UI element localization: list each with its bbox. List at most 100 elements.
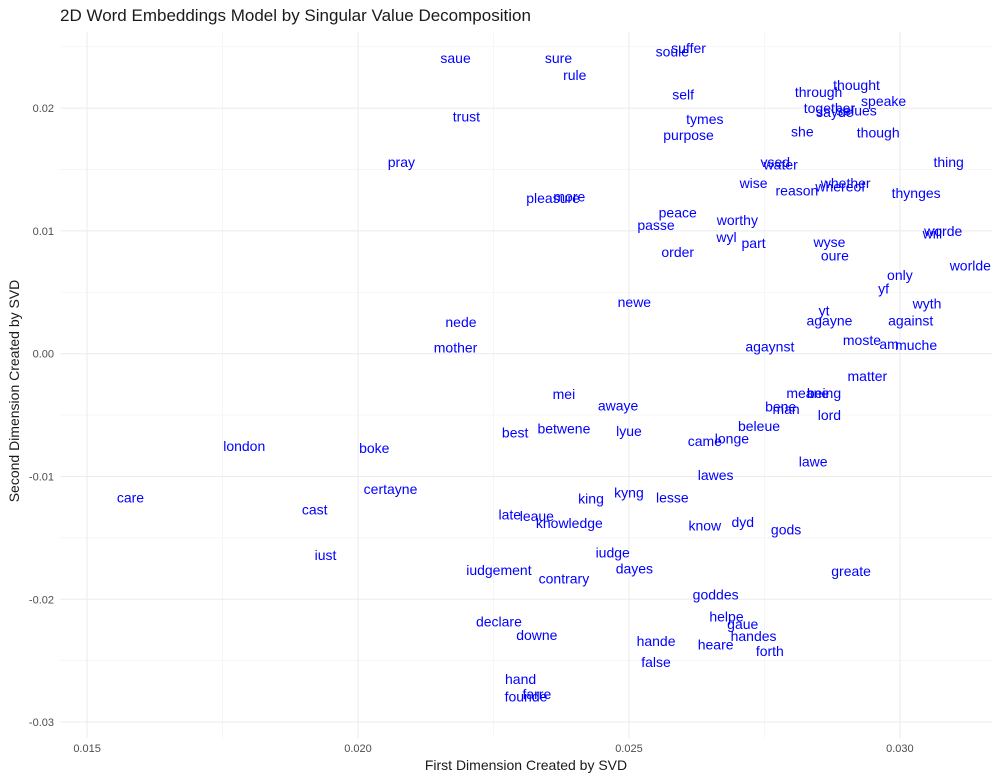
word-label: betwene: [537, 421, 590, 437]
word-label: together: [804, 100, 856, 116]
word-label: meane: [786, 385, 829, 401]
x-axis-title: First Dimension Created by SVD: [425, 757, 627, 773]
y-tick-label: 0.01: [33, 226, 54, 238]
word-label: goddes: [693, 586, 739, 602]
word-label: boke: [359, 440, 390, 456]
word-label: moste: [843, 332, 881, 348]
word-label: nede: [445, 314, 476, 330]
word-label: only: [887, 267, 913, 283]
word-label: whether: [820, 175, 871, 191]
word-label: greate: [831, 563, 871, 579]
word-label: lord: [818, 407, 841, 423]
word-label: yt: [819, 303, 830, 319]
word-label: self: [672, 87, 694, 103]
word-label: man: [772, 401, 799, 417]
y-axis-ticks: -0.03 -0.02 -0.01 0.00 0.01 0.02: [29, 103, 54, 729]
word-label: soule: [656, 44, 690, 60]
word-label: leaue: [520, 508, 554, 524]
y-tick-label: -0.03: [29, 717, 54, 729]
word-label: being: [807, 385, 841, 401]
word-label: sure: [545, 50, 572, 66]
word-label: founde: [505, 688, 548, 704]
word-label: wyth: [912, 295, 942, 311]
word-label: sayde: [816, 104, 854, 120]
word-label: false: [641, 654, 671, 670]
word-label: newe: [618, 294, 652, 310]
word-label: cast: [302, 502, 328, 518]
word-label: hande: [637, 633, 676, 649]
word-label: lawes: [698, 467, 734, 483]
word-label: longe: [715, 430, 749, 446]
word-label: kyng: [614, 484, 644, 500]
word-label: knowledge: [536, 515, 603, 531]
word-label: downe: [516, 627, 557, 643]
word-label: whereof: [814, 179, 865, 195]
word-label: iust: [315, 547, 337, 563]
y-tick-label: 0.00: [33, 349, 54, 361]
word-label: oure: [821, 247, 849, 263]
word-label: awaye: [598, 397, 639, 413]
word-label: selues: [836, 103, 876, 119]
word-label: matter: [848, 368, 888, 384]
word-label: hand: [505, 671, 536, 687]
word-label: best: [502, 424, 529, 440]
word-label: saue: [440, 50, 471, 66]
word-label: late: [498, 507, 521, 523]
word-label: vsed: [760, 154, 790, 170]
y-tick-label: 0.02: [33, 103, 54, 115]
word-label: farre: [522, 686, 551, 702]
word-label: gods: [771, 521, 801, 537]
word-label: peace: [659, 204, 697, 220]
word-label: thought: [833, 77, 880, 93]
word-label: against: [888, 313, 933, 329]
word-label: trust: [453, 109, 480, 125]
word-label: speake: [861, 93, 906, 109]
word-label: came: [688, 433, 722, 449]
word-label: agaynst: [745, 338, 794, 354]
chart-title: 2D Word Embeddings Model by Singular Val…: [60, 6, 531, 25]
word-label: order: [661, 244, 694, 260]
word-label: through: [795, 84, 842, 100]
word-label: know: [688, 518, 722, 534]
word-label: wise: [739, 175, 768, 191]
word-label: worde: [923, 223, 962, 239]
word-label: lesse: [656, 489, 689, 505]
word-label: muche: [895, 337, 937, 353]
x-axis-ticks: 0.015 0.020 0.025 0.030: [73, 743, 913, 755]
word-label: bene: [765, 398, 796, 414]
word-label: lyue: [616, 423, 642, 439]
word-label: pray: [388, 154, 415, 170]
word-label: helpe: [709, 608, 743, 624]
word-label: will: [922, 225, 942, 241]
word-label: london: [223, 438, 265, 454]
word-label: suffer: [671, 40, 706, 56]
word-label: contrary: [539, 570, 590, 586]
word-label: iudgement: [466, 562, 531, 578]
word-label: handes: [731, 628, 777, 644]
x-tick-label: 0.030: [886, 743, 914, 755]
word-label: she: [791, 123, 814, 139]
word-label: worlde: [949, 257, 991, 273]
word-label: dyd: [731, 514, 754, 530]
word-label: water: [763, 157, 799, 173]
word-label: passe: [637, 217, 675, 233]
word-label: agayne: [806, 313, 852, 329]
word-label: am: [879, 336, 898, 352]
y-axis-title: Second Dimension Created by SVD: [6, 280, 22, 503]
word-label: part: [742, 235, 766, 251]
word-label: thynges: [892, 185, 941, 201]
word-label: declare: [476, 613, 522, 629]
x-tick-label: 0.015: [73, 743, 101, 755]
word-label: king: [578, 491, 604, 507]
word-label: wyl: [715, 229, 736, 245]
x-tick-label: 0.020: [344, 743, 372, 755]
word-label: tymes: [686, 111, 723, 127]
word-label: mother: [434, 340, 478, 356]
word-label: thing: [933, 154, 963, 170]
word-label: gaue: [727, 616, 758, 632]
word-label: wyse: [812, 234, 845, 250]
word-label: purpose: [663, 127, 714, 143]
grid: [60, 32, 992, 738]
